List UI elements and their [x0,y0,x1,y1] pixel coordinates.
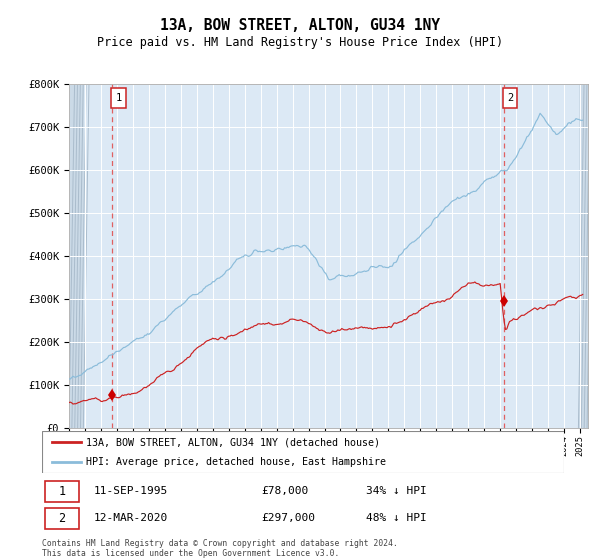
Text: 2: 2 [507,93,513,103]
Text: 48% ↓ HPI: 48% ↓ HPI [365,514,427,524]
Text: 13A, BOW STREET, ALTON, GU34 1NY: 13A, BOW STREET, ALTON, GU34 1NY [160,18,440,33]
Text: Price paid vs. HM Land Registry's House Price Index (HPI): Price paid vs. HM Land Registry's House … [97,36,503,49]
FancyBboxPatch shape [503,88,517,108]
Text: 11-SEP-1995: 11-SEP-1995 [94,486,169,496]
Text: 1: 1 [116,93,122,103]
Text: 34% ↓ HPI: 34% ↓ HPI [365,486,427,496]
Text: HPI: Average price, detached house, East Hampshire: HPI: Average price, detached house, East… [86,458,386,467]
FancyBboxPatch shape [112,88,126,108]
Text: 1: 1 [58,485,65,498]
Text: Contains HM Land Registry data © Crown copyright and database right 2024.
This d: Contains HM Land Registry data © Crown c… [42,539,398,558]
Text: 2: 2 [58,512,65,525]
FancyBboxPatch shape [44,480,79,502]
FancyBboxPatch shape [42,431,564,473]
Bar [69,84,83,428]
FancyBboxPatch shape [44,508,79,529]
Text: £297,000: £297,000 [261,514,315,524]
Text: 12-MAR-2020: 12-MAR-2020 [94,514,169,524]
Bar [579,84,589,428]
Text: 13A, BOW STREET, ALTON, GU34 1NY (detached house): 13A, BOW STREET, ALTON, GU34 1NY (detach… [86,437,380,447]
Text: £78,000: £78,000 [261,486,308,496]
